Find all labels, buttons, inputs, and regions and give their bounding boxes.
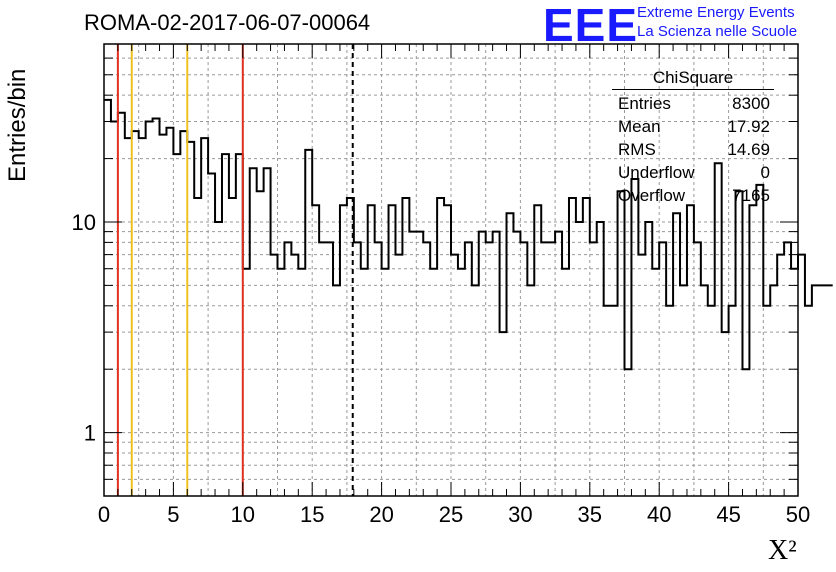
logo-line-2: La Scienza nelle Scuole — [637, 23, 798, 40]
stats-value: 7165 — [732, 186, 770, 205]
stats-box: ChiSquare Entries 8300 Mean 17.92 RMS 14.69… — [612, 68, 774, 207]
stats-row-overflow: Overflow 7165 — [612, 184, 774, 207]
logo-text: Extreme Energy Events La Scienza nelle S… — [637, 3, 797, 41]
x-tick-label: 40 — [647, 502, 671, 527]
stats-value: 0 — [760, 163, 770, 182]
stats-label: Mean — [618, 117, 661, 136]
x-tick-label: 30 — [508, 502, 532, 527]
x-tick-label: 25 — [439, 502, 463, 527]
stats-value: 14.69 — [727, 140, 770, 159]
stats-label: RMS — [618, 140, 656, 159]
x-tick-label: 50 — [786, 502, 810, 527]
x-tick-label: 10 — [231, 502, 255, 527]
x-tick-label: 15 — [300, 502, 324, 527]
y-tick-label: 10 — [72, 210, 96, 235]
eee-logo: EEE — [543, 0, 639, 51]
stats-row-mean: Mean 17.92 — [612, 115, 774, 138]
stats-row-underflow: Underflow 0 — [612, 161, 774, 184]
x-tick-label: 35 — [578, 502, 602, 527]
x-tick-label: 5 — [167, 502, 179, 527]
stats-label: Underflow — [618, 163, 695, 182]
x-tick-label: 20 — [369, 502, 393, 527]
stats-row-entries: Entries 8300 — [612, 92, 774, 115]
histogram-series — [104, 98, 833, 371]
stats-label: Overflow — [618, 186, 686, 205]
stats-row-rms: RMS 14.69 — [612, 138, 774, 161]
logo-line-1: Extreme Energy Events — [637, 4, 795, 21]
x-tick-label: 45 — [716, 502, 740, 527]
y-tick-label: 1 — [84, 421, 96, 446]
x-axis-label: X² — [768, 535, 797, 566]
stats-value: 17.92 — [727, 117, 770, 136]
stats-value: 8300 — [732, 94, 770, 113]
y-axis-label: Entries/bin — [4, 68, 31, 182]
chart-title: ROMA-02-2017-06-07-00064 — [84, 10, 371, 35]
stats-label: Entries — [618, 94, 671, 113]
stats-title: ChiSquare — [612, 68, 774, 90]
x-tick-label: 0 — [98, 502, 110, 527]
